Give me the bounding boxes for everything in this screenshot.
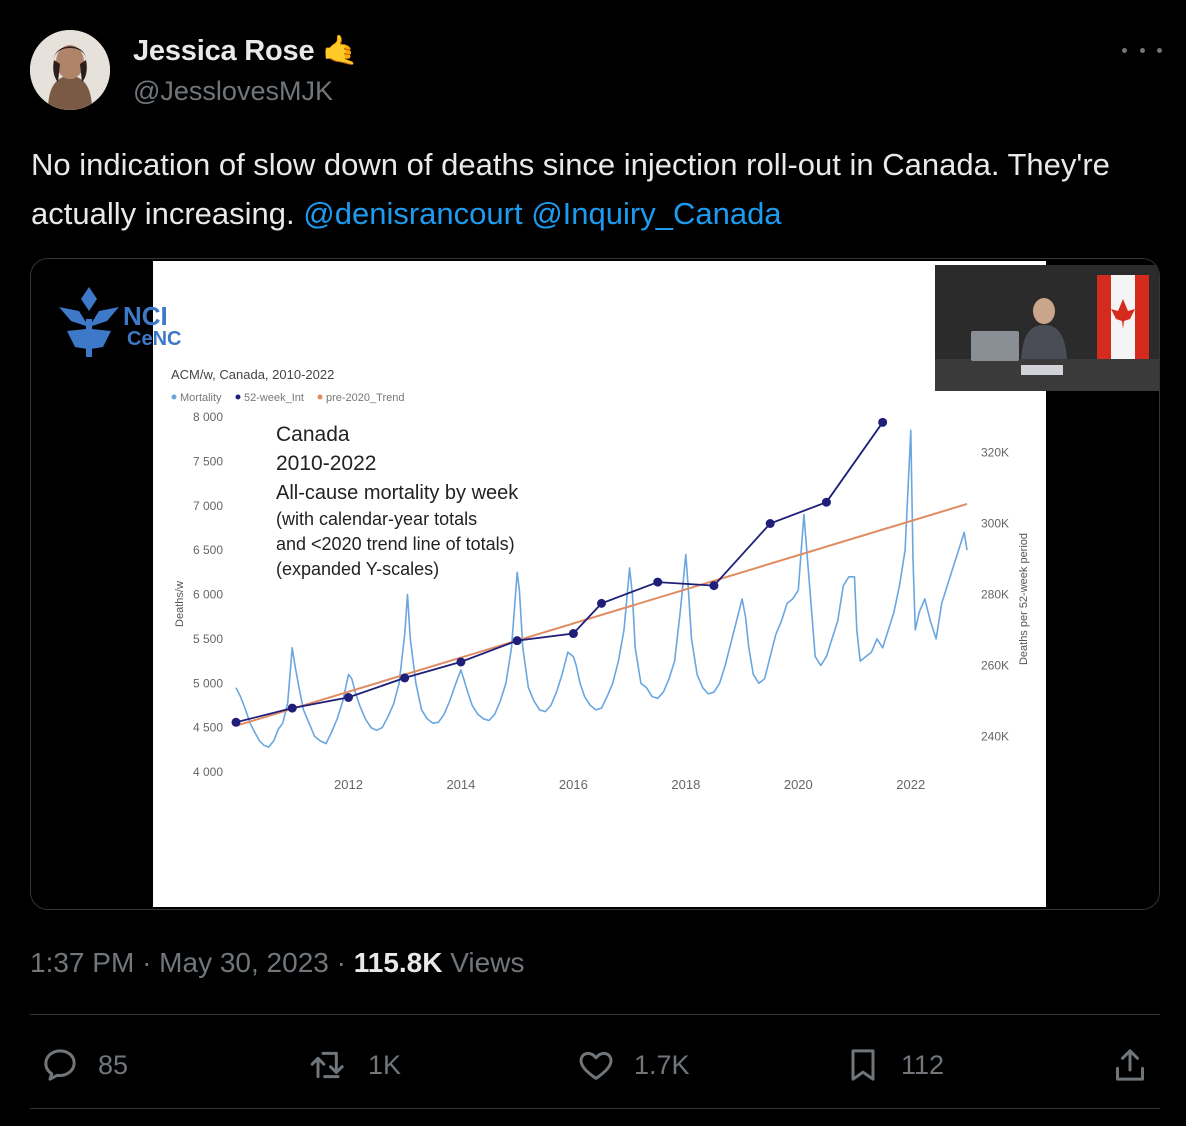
x-tick-label: 2014 [446, 777, 475, 792]
y2-ticks: 320K 300K 280K 260K 240K [981, 446, 1009, 744]
x-tick-label: 2022 [896, 777, 925, 792]
legend-mortality: Mortality [180, 392, 222, 404]
y-tick-label: 4 500 [193, 721, 223, 735]
separator-dot: · [336, 947, 354, 978]
bookmark-icon [851, 1049, 875, 1081]
y-ticks: 8 000 7 500 7 000 6 500 6 000 5 500 5 000 4 500… [193, 410, 223, 779]
media-frame: NCI CeNC ACM/w, Canada, 2010-2022 Mortal… [31, 259, 1159, 909]
heart-icon [579, 1051, 613, 1080]
annual-point [709, 581, 719, 591]
nci-logo-icon: NCI CeNC [59, 287, 181, 357]
annotation-line: and <2020 trend line of totals) [276, 534, 515, 554]
annual-point [512, 636, 522, 646]
author-display-name[interactable]: Jessica Rose 🤙 [133, 35, 359, 67]
views-count: 115.8K [353, 947, 443, 978]
x-tick-label: 2020 [784, 777, 813, 792]
divider [30, 1108, 1160, 1109]
y2-axis-label: Deaths per 52-week period [1018, 533, 1030, 665]
plot-area [231, 417, 968, 748]
annual-point [597, 598, 606, 608]
annual-point [231, 717, 241, 727]
repost-icon [310, 1051, 344, 1079]
y-tick-label: 7 500 [193, 454, 223, 468]
annotation-line: All-cause mortality by week [276, 482, 519, 504]
chart-title: ACM/w, Canada, 2010-2022 [171, 367, 334, 382]
y2-tick-label: 300K [981, 517, 1009, 531]
repost-count: 1K [368, 1049, 402, 1080]
tweet-meta: 1:37 PM · May 30, 2023 · 115.8K Views [30, 947, 524, 979]
mention-link[interactable]: @denisrancourt [303, 196, 523, 231]
y-tick-label: 5 500 [193, 632, 223, 646]
y-tick-label: 7 000 [193, 499, 223, 513]
annotation-line: 2010-2022 [276, 452, 376, 475]
y-tick-label: 4 000 [193, 765, 223, 779]
annual-point [878, 417, 888, 427]
y-tick-label: 5 000 [193, 676, 223, 690]
like-button[interactable]: 1.7K [576, 1040, 690, 1090]
y-axis-label: Deaths/w [174, 581, 186, 627]
annual-point [568, 629, 578, 639]
annual-point [765, 519, 775, 528]
like-count: 1.7K [634, 1049, 690, 1080]
views-label: Views [450, 947, 525, 978]
y2-tick-label: 280K [981, 588, 1009, 602]
slide-background [153, 261, 1046, 907]
author-handle[interactable]: @JesslovesMJK [133, 76, 333, 106]
more-options-icon[interactable] [1122, 38, 1162, 62]
logo-text-nci: NCI [123, 301, 168, 331]
tweet-date[interactable]: May 30, 2023 [159, 947, 329, 978]
chart-annotation: Canada 2010-2022 All-cause mortality by … [276, 423, 519, 579]
reply-count: 85 [98, 1049, 129, 1080]
share-button[interactable] [1110, 1040, 1150, 1090]
annual-point [343, 692, 353, 702]
y-tick-label: 6 500 [193, 543, 223, 557]
annotation-line: Canada [276, 423, 350, 446]
annual-point [400, 673, 410, 683]
annotation-line: (with calendar-year totals [276, 509, 477, 529]
annual-point [287, 703, 297, 713]
y2-tick-label: 260K [981, 659, 1009, 673]
bookmark-count: 112 [901, 1049, 945, 1080]
mention-link[interactable]: @Inquiry_Canada [531, 196, 782, 231]
annual-point [456, 657, 466, 667]
avatar[interactable] [30, 30, 110, 110]
y-tick-label: 6 000 [193, 588, 223, 602]
annual-point [821, 497, 831, 507]
x-tick-label: 2016 [559, 777, 588, 792]
legend-52-week: 52-week_Int [244, 392, 304, 404]
tweet-body: No indication of slow down of deaths sin… [31, 147, 1110, 231]
x-tick-label: 2018 [671, 777, 700, 792]
webcam-inset [935, 265, 1159, 391]
annotation-line: (expanded Y-scales) [276, 559, 439, 579]
legend-trend: pre-2020_Trend [326, 392, 404, 404]
bookmark-button[interactable]: 112 [843, 1040, 944, 1090]
share-icon [1116, 1049, 1144, 1081]
reply-button[interactable]: 85 [40, 1040, 128, 1090]
x-tick-label: 2012 [334, 777, 363, 792]
divider [30, 1014, 1160, 1015]
repost-button[interactable]: 1K [306, 1040, 401, 1090]
separator-dot: · [142, 947, 160, 978]
x-ticks: 2012 2014 2016 2018 2020 2022 [334, 777, 925, 792]
series-mortality-line [235, 429, 968, 748]
logo-text-cenc: CeNC [127, 328, 181, 350]
annual-point [653, 577, 663, 587]
tweet-time[interactable]: 1:37 PM [30, 947, 135, 978]
y2-tick-label: 240K [981, 730, 1009, 744]
call-me-hand-emoji-icon: 🤙 [322, 35, 359, 67]
chart-legend: Mortality 52-week_Int pre-2020_Trend [171, 392, 404, 404]
series-trend-line [235, 503, 968, 727]
reply-icon [44, 1049, 76, 1081]
y-tick-label: 8 000 [193, 410, 223, 424]
tweet-media[interactable]: NCI CeNC ACM/w, Canada, 2010-2022 Mortal… [30, 258, 1160, 910]
avatar-image [30, 30, 110, 110]
tweet-text: No indication of slow down of deaths sin… [31, 140, 1161, 238]
y2-tick-label: 320K [981, 446, 1009, 460]
